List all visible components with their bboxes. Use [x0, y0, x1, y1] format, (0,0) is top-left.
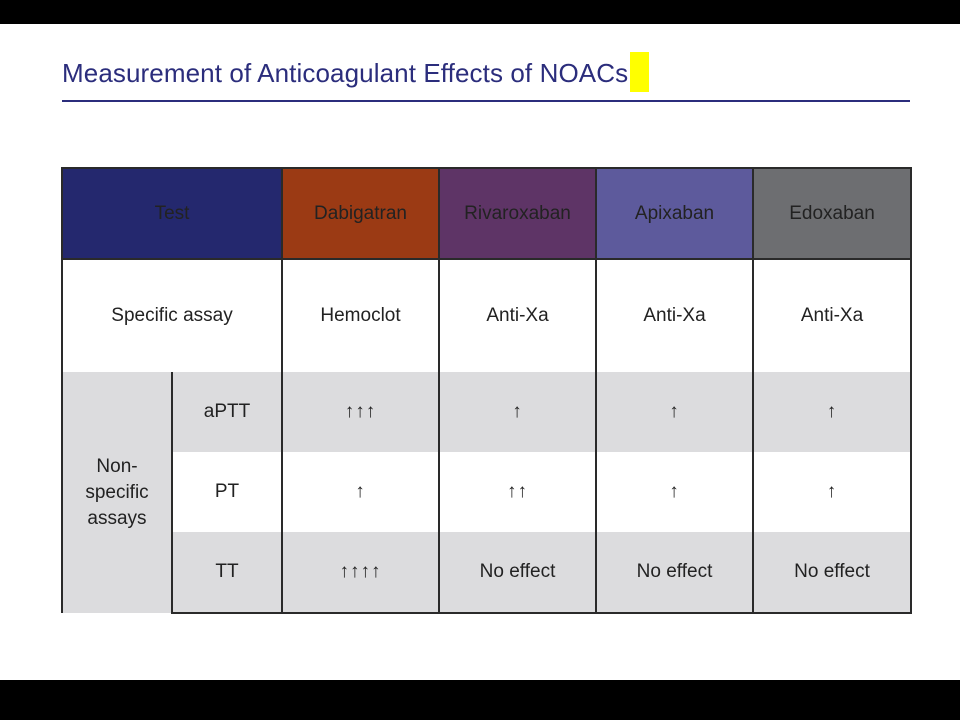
cell-pt-dabigatran: ↑ [281, 452, 441, 532]
specific-assay-label: Specific assay [60, 258, 284, 372]
cell-test-aptt: aPTT [170, 372, 284, 452]
non-specific-assays-label: Non- specific assays [61, 372, 173, 613]
cell-specific-apixaban: Anti-Xa [595, 258, 755, 372]
cell-tt-apixaban: No effect [595, 532, 755, 614]
cell-specific-dabigatran: Hemoclot [281, 258, 441, 372]
cell-test-pt: PT [170, 452, 284, 532]
slide: Measurement of Anticoagulant Effects of … [0, 24, 960, 680]
cell-tt-rivaroxaban: No effect [438, 532, 598, 614]
cell-aptt-rivaroxaban: ↑ [438, 372, 598, 452]
table-row-pt: PT ↑ ↑↑ ↑ ↑ [62, 452, 913, 532]
cell-aptt-edoxaban: ↑ [752, 372, 913, 452]
title-divider [62, 100, 910, 102]
header-edoxaban: Edoxaban [752, 167, 913, 260]
table-row-specific-assay: Specific assay Hemoclot Anti-Xa Anti-Xa … [60, 258, 913, 372]
cell-specific-rivaroxaban: Anti-Xa [438, 258, 598, 372]
noac-measurement-table: Test Dabigatran Rivaroxaban Apixaban Edo… [60, 167, 913, 614]
cell-tt-edoxaban: No effect [752, 532, 913, 614]
header-apixaban: Apixaban [595, 167, 755, 260]
header-test: Test [60, 167, 284, 260]
slide-title: Measurement of Anticoagulant Effects of … [62, 58, 629, 88]
cell-pt-edoxaban: ↑ [752, 452, 913, 532]
cell-tt-dabigatran: ↑↑↑↑ [281, 532, 441, 614]
cell-test-tt: TT [170, 532, 284, 614]
header-rivaroxaban: Rivaroxaban [438, 167, 598, 260]
cell-aptt-apixaban: ↑ [595, 372, 755, 452]
title-area: Measurement of Anticoagulant Effects of … [62, 52, 650, 94]
cell-pt-apixaban: ↑ [595, 452, 755, 532]
cell-pt-rivaroxaban: ↑↑ [438, 452, 598, 532]
table-row-tt: TT ↑↑↑↑ No effect No effect No effect [62, 532, 913, 614]
cell-specific-edoxaban: Anti-Xa [752, 258, 913, 372]
header-row: Test Dabigatran Rivaroxaban Apixaban Edo… [60, 167, 913, 260]
text-highlight-marker [630, 52, 650, 92]
header-dabigatran: Dabigatran [281, 167, 441, 260]
table-row-aptt: Non- specific assays aPTT ↑↑↑ ↑ ↑ ↑ [61, 372, 913, 613]
cell-aptt-dabigatran: ↑↑↑ [281, 372, 441, 452]
